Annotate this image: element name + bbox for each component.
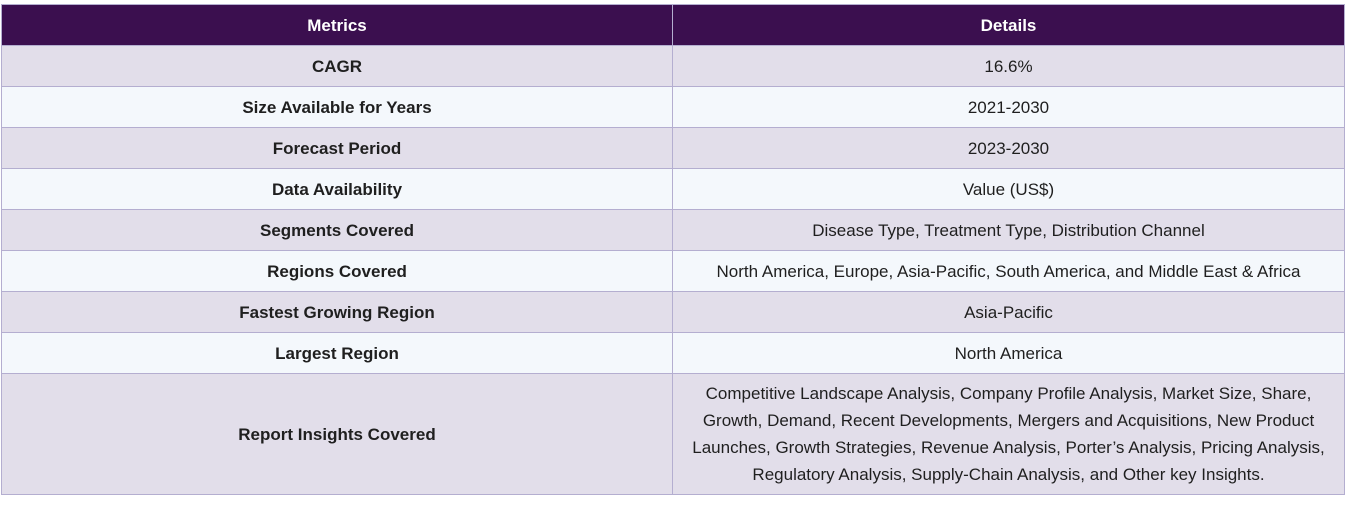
header-details: Details <box>672 4 1345 46</box>
report-metrics-table-container: Metrics Details CAGR 16.6% Size Availabl… <box>1 4 1345 495</box>
table-row: Largest Region North America <box>1 332 1345 374</box>
header-metrics: Metrics <box>1 4 673 46</box>
table-row: Regions Covered North America, Europe, A… <box>1 250 1345 292</box>
detail-cell: Value (US$) <box>672 168 1345 210</box>
table-row: CAGR 16.6% <box>1 45 1345 87</box>
header-row: Metrics Details <box>1 4 1345 46</box>
metric-cell: Forecast Period <box>1 127 673 169</box>
detail-cell: 2023-2030 <box>672 127 1345 169</box>
table-row: Segments Covered Disease Type, Treatment… <box>1 209 1345 251</box>
table-body: CAGR 16.6% Size Available for Years 2021… <box>1 45 1345 495</box>
metric-cell: Segments Covered <box>1 209 673 251</box>
metric-cell: Regions Covered <box>1 250 673 292</box>
table-row: Size Available for Years 2021-2030 <box>1 86 1345 128</box>
metric-cell: Fastest Growing Region <box>1 291 673 333</box>
table-row: Data Availability Value (US$) <box>1 168 1345 210</box>
detail-cell: 16.6% <box>672 45 1345 87</box>
table-row: Fastest Growing Region Asia-Pacific <box>1 291 1345 333</box>
table-row: Forecast Period 2023-2030 <box>1 127 1345 169</box>
table-row: Report Insights Covered Competitive Land… <box>1 373 1345 495</box>
detail-cell: Competitive Landscape Analysis, Company … <box>672 373 1345 495</box>
detail-cell: North America, Europe, Asia-Pacific, Sou… <box>672 250 1345 292</box>
detail-cell: Disease Type, Treatment Type, Distributi… <box>672 209 1345 251</box>
table-header: Metrics Details <box>1 4 1345 46</box>
report-metrics-table: Metrics Details CAGR 16.6% Size Availabl… <box>1 4 1345 495</box>
detail-cell: 2021-2030 <box>672 86 1345 128</box>
detail-cell: North America <box>672 332 1345 374</box>
detail-cell: Asia-Pacific <box>672 291 1345 333</box>
metric-cell: CAGR <box>1 45 673 87</box>
metric-cell: Data Availability <box>1 168 673 210</box>
metric-cell: Size Available for Years <box>1 86 673 128</box>
metric-cell: Report Insights Covered <box>1 373 673 495</box>
metric-cell: Largest Region <box>1 332 673 374</box>
